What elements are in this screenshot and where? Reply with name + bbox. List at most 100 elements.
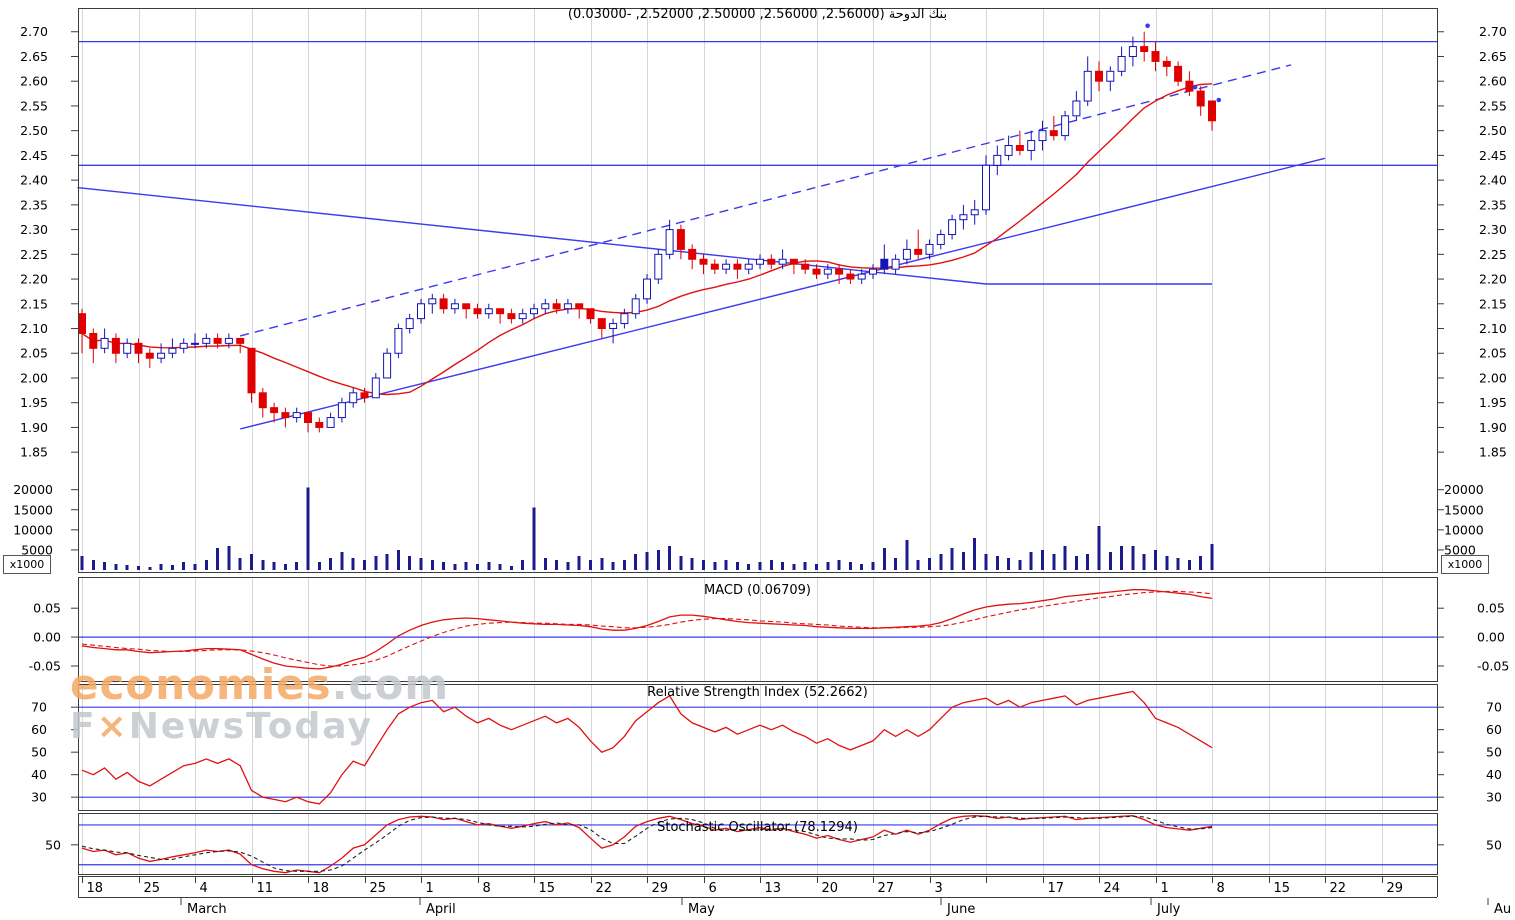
svg-text:2.45: 2.45 — [20, 148, 48, 163]
price-moving-average — [81, 83, 1213, 396]
svg-text:2.70: 2.70 — [1479, 24, 1507, 39]
svg-text:5000: 5000 — [1444, 542, 1476, 557]
svg-text:20000: 20000 — [1444, 482, 1484, 497]
svg-text:70: 70 — [1486, 700, 1502, 715]
svg-text:2.20: 2.20 — [1479, 272, 1507, 287]
x-axis-week-label: 24 — [1104, 881, 1121, 896]
macd-line — [81, 589, 1213, 670]
rsi-line — [81, 690, 1213, 805]
x-axis-week-label: 29 — [1387, 881, 1404, 896]
svg-text:2.65: 2.65 — [20, 49, 48, 64]
price-chart-title: بنك الدوحة (2.56000, 2.56000, 2.50000, 2… — [567, 7, 948, 22]
svg-text:40: 40 — [31, 767, 47, 782]
svg-text:2.00: 2.00 — [20, 370, 48, 385]
svg-text:-0.05: -0.05 — [29, 658, 61, 673]
svg-text:1.95: 1.95 — [1479, 395, 1507, 410]
x-axis-week-label: 4 — [200, 881, 208, 896]
x-axis-month-label: July — [1156, 902, 1181, 917]
svg-text:1.90: 1.90 — [20, 420, 48, 435]
x-axis-week-label: 29 — [652, 881, 669, 896]
rsi-panel — [78, 690, 1437, 805]
x-axis-week-label: 22 — [596, 881, 613, 896]
volume-unit-label-right: x1000 — [1441, 555, 1489, 574]
svg-text:2.15: 2.15 — [1479, 296, 1507, 311]
stochastic-panel — [78, 815, 1437, 874]
x-axis-week-label: 20 — [822, 881, 839, 896]
svg-text:20000: 20000 — [13, 482, 53, 497]
panel-borders — [78, 8, 1438, 875]
x-axis-week-label: 15 — [539, 881, 556, 896]
svg-text:1.95: 1.95 — [20, 395, 48, 410]
svg-text:10000: 10000 — [1444, 522, 1484, 537]
svg-text:10000: 10000 — [13, 522, 53, 537]
svg-text:70: 70 — [31, 700, 47, 715]
stochastic-k-line — [81, 815, 1213, 874]
price-overlays — [77, 40, 1437, 430]
x-axis-month-label: March — [187, 902, 227, 917]
svg-text:2.50: 2.50 — [1479, 123, 1507, 138]
svg-text:2.55: 2.55 — [20, 98, 48, 113]
svg-text:2.40: 2.40 — [20, 173, 48, 188]
x-axis-week-label: 3 — [935, 881, 943, 896]
svg-text:2.35: 2.35 — [20, 197, 48, 212]
x-axis-week-label: 25 — [144, 881, 161, 896]
svg-text:2.30: 2.30 — [20, 222, 48, 237]
svg-text:30: 30 — [31, 790, 47, 805]
y-axes: 1.85 1.85 1.90 1.90 1.95 1.95 2.00 2.00 2.05 2.05… — [13, 24, 1509, 852]
x-axis-week-label: 8 — [483, 881, 491, 896]
svg-text:1.85: 1.85 — [20, 445, 48, 460]
svg-text:2.25: 2.25 — [20, 247, 48, 262]
x-axis-week-label: 18 — [313, 881, 330, 896]
macd-signal-line — [81, 590, 1213, 667]
x-axis-week-label: 15 — [1274, 881, 1291, 896]
x-axis-week-label: 18 — [87, 881, 104, 896]
svg-text:15000: 15000 — [1444, 502, 1484, 517]
svg-text:2.40: 2.40 — [1479, 173, 1507, 188]
x-axis-month-label: June — [946, 902, 975, 917]
x-axis-week-label: 1 — [1161, 881, 1169, 896]
svg-text:2.70: 2.70 — [20, 24, 48, 39]
x-axis-week-label: 27 — [878, 881, 895, 896]
svg-text:2.55: 2.55 — [1479, 98, 1507, 113]
svg-text:50: 50 — [1486, 745, 1502, 760]
x-axis-month-label: May — [688, 902, 715, 917]
svg-text:2.10: 2.10 — [20, 321, 48, 336]
sar-dots — [1145, 23, 1222, 103]
svg-text:2.45: 2.45 — [1479, 148, 1507, 163]
x-axis-week-label: 25 — [370, 881, 387, 896]
svg-text:2.60: 2.60 — [1479, 74, 1507, 89]
stochastic-title: Stochastic Oscillator (78.1294) — [657, 820, 858, 835]
svg-text:40: 40 — [1486, 767, 1502, 782]
candles — [78, 31, 1216, 433]
svg-text:-0.05: -0.05 — [1477, 658, 1509, 673]
x-axis-week-label: 17 — [1048, 881, 1065, 896]
svg-text:0.05: 0.05 — [1477, 601, 1505, 616]
svg-text:60: 60 — [31, 722, 47, 737]
x-axis-months: March April May June July Au — [180, 898, 1511, 917]
x-axis-week-label: 6 — [709, 881, 717, 896]
x-axis-week-label: 11 — [257, 881, 274, 896]
stochastic-d-line — [81, 815, 1213, 872]
svg-text:0.00: 0.00 — [1477, 630, 1505, 645]
svg-text:2.60: 2.60 — [20, 74, 48, 89]
x-axis: 18 25 4 11 18 25 1 8 15 22 29 6 13 20 27 3 17 24 1 8 15 22 29 — [78, 876, 1438, 898]
macd-title: MACD (0.06709) — [703, 583, 812, 598]
svg-text:2.35: 2.35 — [1479, 197, 1507, 212]
svg-text:2.05: 2.05 — [20, 346, 48, 361]
svg-text:2.30: 2.30 — [1479, 222, 1507, 237]
svg-text:30: 30 — [1486, 790, 1502, 805]
x-axis-week-label: 1 — [426, 881, 434, 896]
rsi-title: Relative Strength Index (52.2662) — [647, 685, 868, 700]
svg-text:50: 50 — [1486, 837, 1502, 852]
x-axis-month-label: Au — [1494, 902, 1511, 917]
week-gridlines — [82, 8, 1383, 874]
svg-text:2.25: 2.25 — [1479, 247, 1507, 262]
svg-text:50: 50 — [31, 745, 47, 760]
svg-text:0.05: 0.05 — [33, 601, 61, 616]
svg-text:2.15: 2.15 — [20, 296, 48, 311]
svg-text:2.00: 2.00 — [1479, 370, 1507, 385]
svg-text:1.90: 1.90 — [1479, 420, 1507, 435]
svg-text:5000: 5000 — [21, 542, 53, 557]
svg-text:1.85: 1.85 — [1479, 445, 1507, 460]
